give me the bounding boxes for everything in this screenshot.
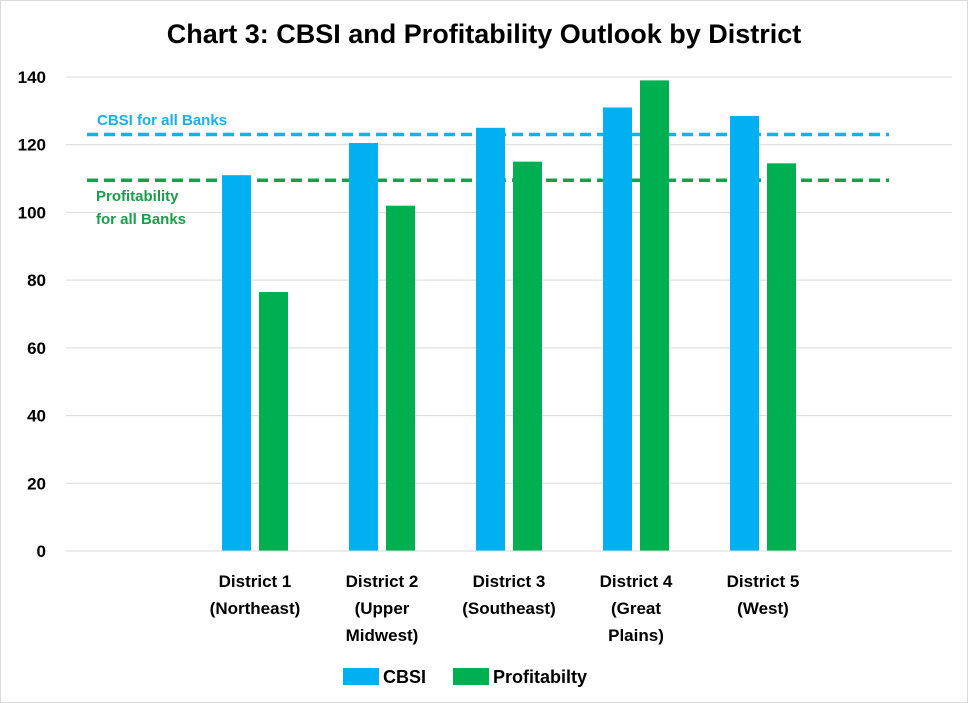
bar-cbsi-2 bbox=[349, 143, 378, 551]
category-label-1: District 1 (Northeast) bbox=[210, 572, 301, 618]
y-tick-label-80: 80 bbox=[27, 271, 46, 290]
y-tick-label-60: 60 bbox=[27, 339, 46, 358]
bar-cbsi-4 bbox=[603, 107, 632, 551]
bar-profitabilty-2 bbox=[386, 205, 415, 551]
category-label-2: District 2 (Upper Midwest) bbox=[346, 572, 419, 645]
y-axis-ticks: 0 20 40 60 80 100 120 140 bbox=[18, 68, 46, 561]
gridlines bbox=[66, 76, 952, 484]
y-tick-label-20: 20 bbox=[27, 474, 46, 493]
bars bbox=[222, 80, 796, 552]
bar-profitabilty-4 bbox=[640, 80, 669, 551]
legend-label-profitabilty: Profitabilty bbox=[493, 667, 587, 687]
bar-cbsi-3 bbox=[476, 127, 505, 552]
y-tick-label-40: 40 bbox=[27, 407, 46, 426]
legend-swatch-cbsi bbox=[343, 668, 379, 685]
bar-cbsi-1 bbox=[222, 175, 251, 551]
bar-profitabilty-3 bbox=[513, 161, 542, 551]
category-label-3: District 3 (Southeast) bbox=[462, 572, 556, 618]
bar-cbsi-5 bbox=[730, 115, 759, 551]
y-tick-label-120: 120 bbox=[18, 136, 46, 155]
chart-title: Chart 3: CBSI and Profitability Outlook … bbox=[167, 19, 802, 49]
bar-profitabilty-1 bbox=[259, 291, 288, 551]
y-tick-label-0: 0 bbox=[37, 542, 46, 561]
reference-label-2: Profitability for all Banks bbox=[96, 188, 186, 228]
y-tick-label-100: 100 bbox=[18, 203, 46, 222]
reference-label-1: CBSI for all Banks bbox=[97, 112, 227, 129]
category-label-5: District 5 (West) bbox=[727, 572, 800, 618]
category-labels: District 1 (Northeast) District 2 (Upper Mid… bbox=[210, 572, 800, 645]
y-tick-label-140: 140 bbox=[18, 68, 46, 87]
legend: CBSI Profitabilty bbox=[343, 667, 587, 687]
category-label-4: District 4 (Great Plains) bbox=[600, 572, 673, 645]
legend-swatch-profitabilty bbox=[453, 668, 489, 685]
bar-profitabilty-5 bbox=[767, 163, 796, 552]
legend-label-cbsi: CBSI bbox=[383, 667, 426, 687]
